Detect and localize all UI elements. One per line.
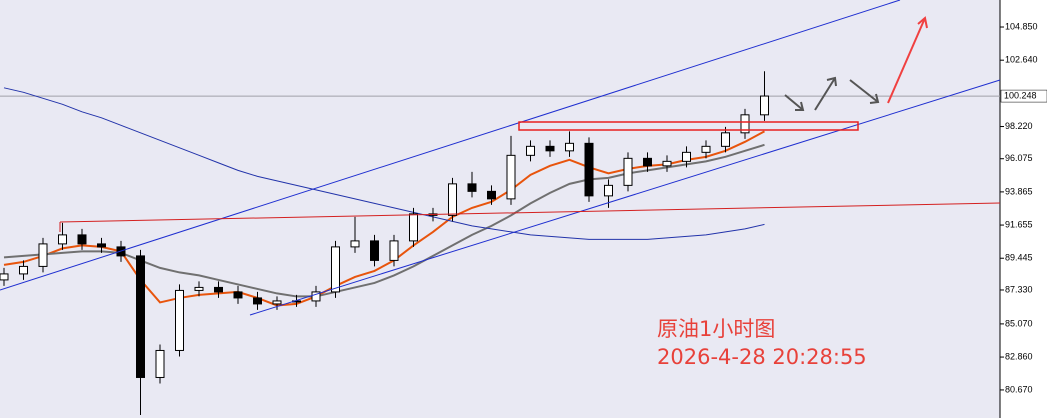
- candle-body: [721, 132, 730, 147]
- candle-body: [214, 286, 223, 293]
- candle-body: [740, 114, 750, 134]
- moving-average: [3, 143, 765, 298]
- target-arrow: [887, 16, 928, 104]
- candle-body: [272, 300, 282, 305]
- y-tick-label: 98.220: [1005, 121, 1033, 131]
- candle-body: [506, 154, 516, 200]
- candle-body: [0, 273, 9, 281]
- candle-body: [331, 246, 340, 293]
- candle-body: [701, 145, 711, 153]
- plot-background: [0, 0, 1000, 418]
- y-tick-label: 89.445: [1005, 253, 1033, 263]
- candle-body: [233, 291, 243, 299]
- candle-body: [662, 160, 672, 167]
- candle-body: [409, 213, 418, 242]
- candle-body: [155, 349, 165, 378]
- candle-body: [604, 184, 613, 197]
- candle-body: [584, 142, 594, 197]
- candle-body: [565, 142, 574, 152]
- candle-body: [19, 265, 28, 275]
- candle-body: [77, 234, 87, 245]
- candle-body: [467, 183, 477, 192]
- candle-body: [175, 289, 184, 351]
- y-tick-label: 104.850: [1005, 21, 1038, 31]
- support-line: [59, 202, 1001, 223]
- candle-body: [545, 145, 555, 152]
- y-tick-label: 85.070: [1005, 318, 1033, 328]
- candle-body: [97, 243, 106, 248]
- candle-body: [350, 240, 360, 248]
- annotation: 原油1小时图: [657, 317, 775, 341]
- resistance-box: [518, 121, 859, 131]
- channel-lower: [249, 79, 1001, 316]
- candle-body: [682, 151, 691, 162]
- channel-upper: [0, 0, 901, 291]
- path-arrows: [784, 76, 880, 111]
- last-price-label: 100.248: [1004, 90, 1037, 100]
- y-tick-label: 91.655: [1005, 219, 1033, 229]
- moving-average: [3, 130, 765, 307]
- candle-body: [389, 240, 399, 261]
- candle-body: [136, 255, 145, 378]
- candle-body: [58, 234, 67, 245]
- y-tick-label: 80.670: [1005, 384, 1033, 394]
- candle-body: [643, 157, 652, 167]
- candle-body: [253, 297, 262, 305]
- candle-body: [526, 145, 535, 156]
- candle-body: [448, 183, 457, 216]
- y-tick-label: 102.640: [1005, 55, 1038, 65]
- candle-body: [311, 291, 321, 302]
- candle-body: [194, 286, 204, 291]
- candle-body: [38, 243, 48, 267]
- y-tick-label: 96.075: [1005, 153, 1033, 163]
- last-price-box: [1000, 89, 1047, 103]
- axis-background: [1000, 0, 1047, 418]
- annotation: 2026-4-28 20:28:55: [657, 345, 867, 369]
- moving-average: [3, 87, 765, 240]
- y-tick-label: 87.330: [1005, 284, 1033, 294]
- y-tick-label: 93.865: [1005, 186, 1033, 196]
- candle-body: [760, 95, 769, 116]
- y-tick-label: 82.860: [1005, 351, 1033, 361]
- candle-body: [370, 240, 379, 261]
- candle-body: [623, 157, 633, 186]
- candle-body: [487, 190, 496, 200]
